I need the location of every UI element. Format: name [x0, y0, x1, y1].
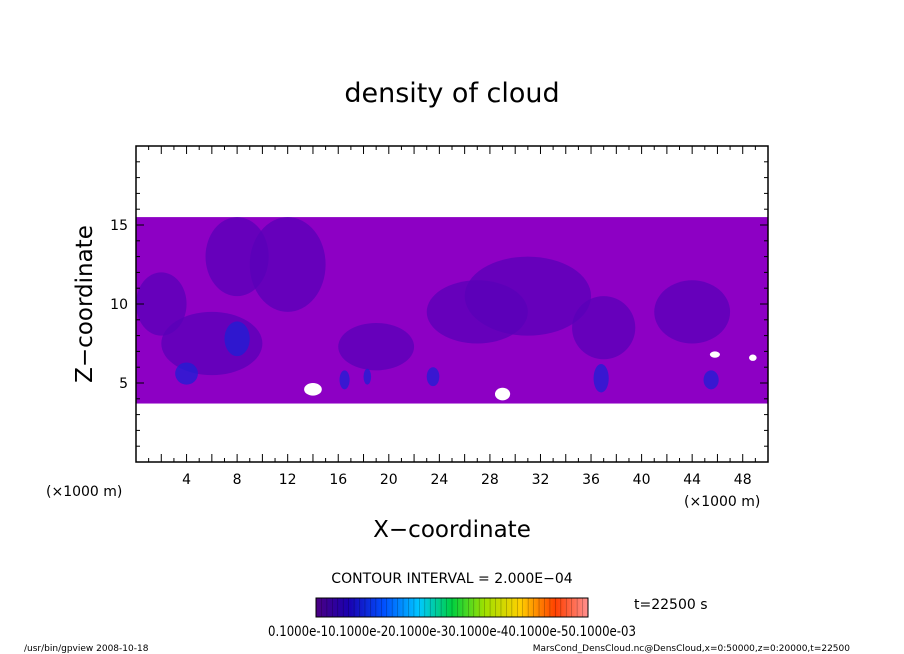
x-unit-label: (×1000 m) [684, 494, 760, 510]
density-patch [494, 387, 511, 401]
x-tick-label: 12 [279, 472, 297, 488]
density-patch [304, 383, 322, 396]
colorbar [315, 597, 589, 618]
density-patch [224, 321, 250, 357]
x-tick-label: 8 [233, 472, 242, 488]
x-tick-label: 48 [734, 472, 752, 488]
x-tick-label: 4 [182, 472, 191, 488]
chart-title: density of cloud [344, 78, 559, 109]
z-unit-label: (×1000 m) [46, 484, 122, 500]
density-patch [593, 364, 609, 393]
x-tick-label: 40 [633, 472, 651, 488]
density-patch [654, 280, 731, 344]
footer-right: MarsCond_DensCloud.nc@DensCloud,x=0:5000… [533, 644, 850, 654]
density-patch [426, 280, 528, 344]
density-patch [363, 368, 372, 385]
density-patch [338, 322, 415, 371]
density-patch [749, 354, 757, 361]
x-axis-label: X−coordinate [373, 517, 531, 543]
x-tick-label: 28 [481, 472, 499, 488]
y-axis-label: Z−coordinate [72, 225, 98, 383]
density-patch [339, 370, 350, 390]
y-tick-label: 5 [119, 376, 128, 392]
cloud-field [136, 217, 768, 404]
density-patch [572, 296, 636, 360]
x-tick-label: 20 [380, 472, 398, 488]
density-patch [249, 217, 326, 312]
x-tick-label: 24 [430, 472, 448, 488]
colorbar-labels: 0.1000e-10.1000e-20.1000e-30.1000e-40.10… [268, 624, 636, 640]
x-tick-label: 36 [582, 472, 600, 488]
density-patches [136, 217, 757, 401]
y-tick-label: 10 [110, 297, 128, 313]
x-tick-label: 32 [532, 472, 550, 488]
y-axis: 5 10 15 [110, 161, 768, 447]
footer-left: /usr/bin/gpview 2008-10-18 [24, 644, 149, 654]
y-tick-label: 15 [110, 218, 128, 234]
density-patch [136, 272, 187, 336]
x-axis: 4 8 12 16 20 24 28 32 36 40 44 48 [148, 146, 756, 488]
contour-interval: CONTOUR INTERVAL = 2.000E−04 [331, 571, 572, 587]
colorbar-gradient [316, 598, 588, 617]
time-label: t=22500 s [634, 597, 708, 613]
x-tick-label: 44 [683, 472, 701, 488]
density-patch [426, 367, 440, 387]
density-patch [175, 362, 198, 385]
density-patch [709, 351, 720, 358]
x-tick-label: 16 [329, 472, 347, 488]
density-patch [703, 370, 719, 390]
